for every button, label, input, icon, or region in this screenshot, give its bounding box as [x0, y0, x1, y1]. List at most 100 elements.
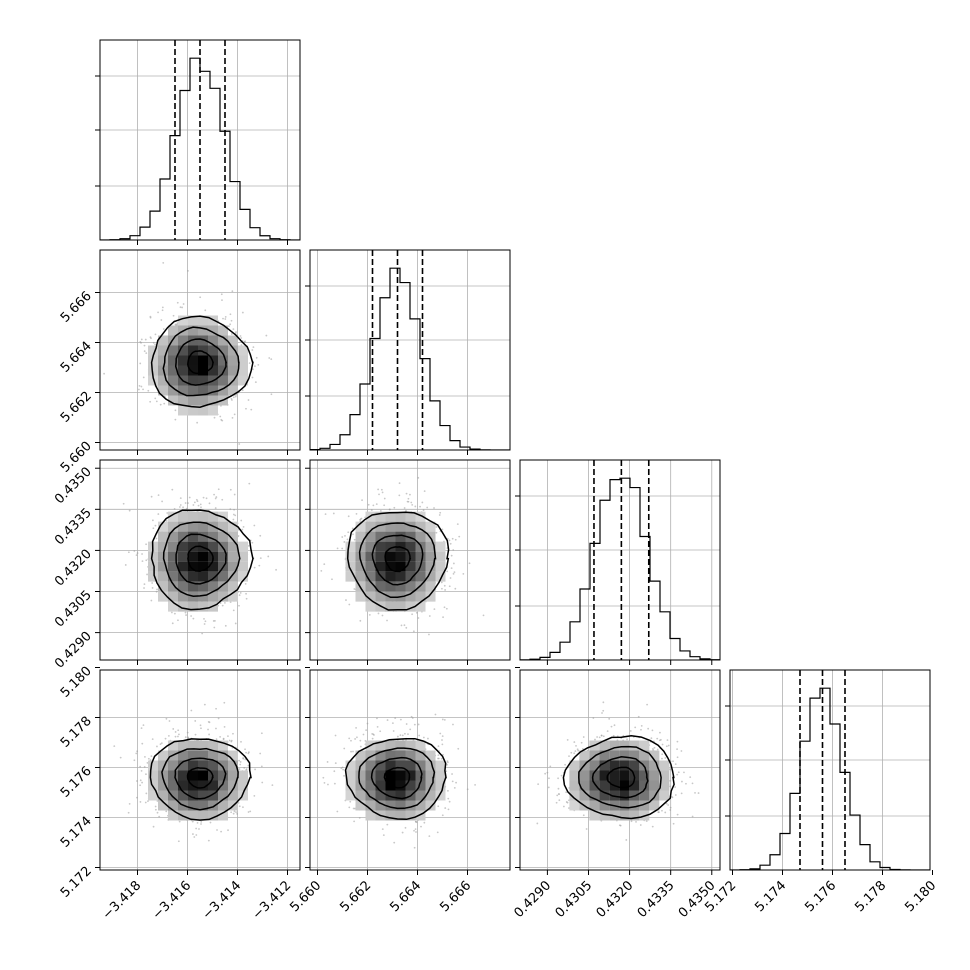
sample-point	[142, 724, 145, 727]
x-tick-label: 0.4335	[635, 878, 678, 921]
density-cell	[228, 760, 238, 771]
density-cell	[198, 315, 208, 326]
sample-point	[334, 734, 337, 737]
sample-point	[537, 783, 540, 786]
density-cell	[619, 770, 630, 781]
sample-point	[192, 504, 195, 506]
sample-point	[415, 611, 418, 614]
density-cell	[198, 601, 208, 612]
sample-point	[188, 496, 191, 499]
sample-point	[165, 717, 168, 720]
sample-point	[154, 397, 157, 400]
density-cell	[355, 770, 366, 781]
sample-point	[242, 757, 245, 759]
sample-point	[194, 733, 197, 736]
sample-point	[359, 745, 362, 748]
density-cell	[188, 581, 198, 592]
density-cell	[385, 760, 396, 771]
sample-point	[214, 619, 216, 622]
density-cell	[355, 800, 366, 811]
density-cell	[579, 770, 590, 781]
sample-point	[433, 507, 435, 509]
sample-point	[227, 829, 229, 832]
density-cell	[158, 760, 168, 771]
density-cell	[168, 770, 178, 781]
sample-point	[391, 722, 394, 725]
sample-point	[199, 296, 202, 299]
sample-point	[667, 744, 670, 747]
sample-point	[646, 703, 649, 706]
sample-point	[162, 328, 165, 330]
sample-point	[381, 614, 384, 617]
sample-point	[613, 724, 616, 727]
sample-point	[150, 599, 153, 602]
sample-point	[190, 615, 193, 617]
density-cell	[425, 760, 436, 771]
sample-point	[146, 761, 149, 764]
sample-point	[209, 821, 212, 824]
sample-point	[438, 514, 441, 516]
sample-point	[659, 731, 661, 734]
sample-point	[354, 807, 356, 810]
sample-point	[336, 547, 339, 550]
density-cell	[198, 551, 208, 562]
sample-point	[232, 812, 235, 815]
sample-point	[602, 709, 605, 712]
sample-point	[190, 709, 193, 712]
sample-point	[320, 569, 323, 572]
density-cell	[375, 800, 386, 811]
sample-point	[674, 786, 677, 788]
sample-point	[411, 613, 414, 616]
sample-point	[154, 524, 157, 527]
density-cell	[228, 541, 238, 552]
sample-point	[242, 526, 245, 528]
x-tick-label: 5.664	[387, 878, 424, 915]
sample-point	[163, 402, 166, 405]
sample-point	[683, 771, 685, 774]
density-cell	[218, 335, 228, 346]
density-cell	[218, 325, 228, 336]
sample-point	[449, 577, 452, 579]
density-cell	[629, 760, 640, 771]
density-cell	[238, 541, 248, 552]
contour-level-0	[384, 546, 412, 573]
density-map	[148, 315, 248, 416]
sample-point	[239, 763, 242, 766]
sample-point	[195, 827, 198, 830]
sample-point	[565, 791, 568, 794]
sample-point	[178, 733, 180, 736]
sample-point	[174, 323, 177, 326]
density-cell	[238, 770, 248, 781]
sample-point	[436, 831, 439, 834]
density-cell	[365, 571, 376, 582]
sample-point	[156, 745, 158, 748]
density-cell	[375, 541, 386, 552]
sample-point	[136, 780, 138, 782]
sample-point	[423, 490, 426, 493]
sample-point	[691, 782, 694, 785]
density-cell	[168, 800, 178, 811]
density-cell	[659, 760, 670, 771]
sample-point	[231, 290, 234, 293]
density-cell	[178, 405, 188, 416]
density-cell	[649, 800, 660, 811]
sample-point	[244, 758, 247, 761]
sample-point	[449, 542, 452, 545]
density-cell	[365, 521, 376, 532]
sample-point	[453, 786, 456, 789]
density-cell	[178, 750, 188, 761]
sample-point	[441, 743, 444, 746]
density-cell	[168, 571, 178, 582]
density-cell	[168, 345, 178, 356]
sample-point	[161, 500, 164, 503]
sample-point	[217, 488, 220, 491]
density-cell	[238, 365, 248, 376]
sample-point	[162, 261, 165, 264]
sample-point	[149, 400, 152, 403]
sample-point	[415, 831, 417, 833]
sample-point	[650, 737, 653, 740]
sample-point	[238, 604, 240, 607]
density-cell	[168, 511, 178, 522]
x-tick-label: 5.180	[902, 878, 939, 915]
sample-point	[404, 732, 406, 735]
